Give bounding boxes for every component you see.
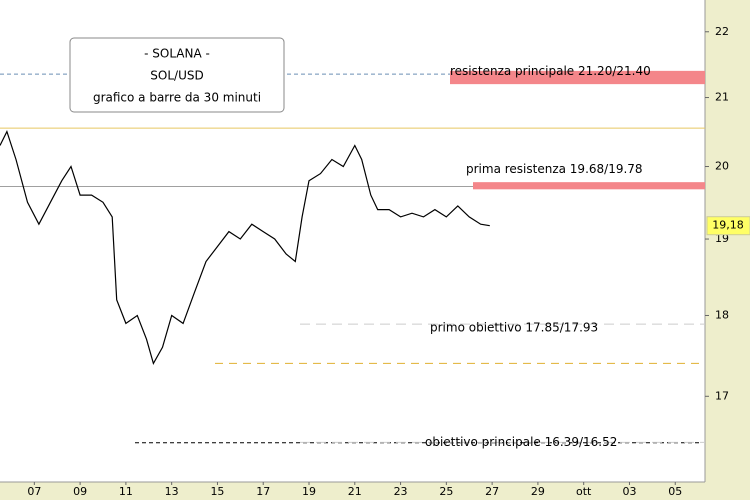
x-tick-label: 17 [256, 485, 270, 498]
info-box-frame [69, 37, 285, 113]
level-band [450, 70, 705, 85]
x-tick-label: 23 [394, 485, 408, 498]
x-tick-label: 09 [73, 485, 87, 498]
y-tick-label: 20 [715, 160, 729, 173]
x-tick-label: 15 [210, 485, 224, 498]
x-tick-label: 13 [165, 485, 179, 498]
last-price-label: 19,18 [712, 219, 744, 232]
x-tick-label: 07 [27, 485, 41, 498]
price-line [0, 130, 490, 365]
level-label: obiettivo principale 16.39/16.52 [425, 435, 617, 449]
y-tick-label: 21 [715, 91, 729, 104]
plot-area [0, 70, 705, 444]
y-tick-label: 19 [715, 232, 729, 245]
x-tick-label: 03 [622, 485, 636, 498]
x-tick-label: 25 [439, 485, 453, 498]
x-tick-label: 19 [302, 485, 316, 498]
x-tick-label: 29 [531, 485, 545, 498]
info-line: grafico a barre da 30 minuti [93, 91, 261, 105]
x-axis-panel [0, 482, 750, 500]
x-tick-label: 05 [668, 485, 682, 498]
level-band [473, 182, 705, 190]
y-tick-label: 17 [715, 389, 729, 402]
last-price-box [706, 216, 750, 236]
x-tick-label: 27 [485, 485, 499, 498]
y-tick-label: 18 [715, 308, 729, 321]
y-axis-panel [705, 0, 750, 500]
level-label: prima resistenza 19.68/19.78 [466, 162, 643, 176]
x-tick-label: 11 [119, 485, 133, 498]
info-box: - SOLANA - SOL/USD grafico a barre da 30… [69, 37, 285, 113]
y-tick-label: 22 [715, 25, 729, 38]
level-label: resistenza principale 21.20/21.40 [450, 64, 651, 78]
level-label: primo obiettivo 17.85/17.93 [430, 321, 598, 335]
x-tick-label: 21 [348, 485, 362, 498]
info-line: SOL/USD [150, 69, 203, 83]
x-tick-label: ott [576, 485, 592, 498]
info-line: - SOLANA - [144, 47, 210, 61]
